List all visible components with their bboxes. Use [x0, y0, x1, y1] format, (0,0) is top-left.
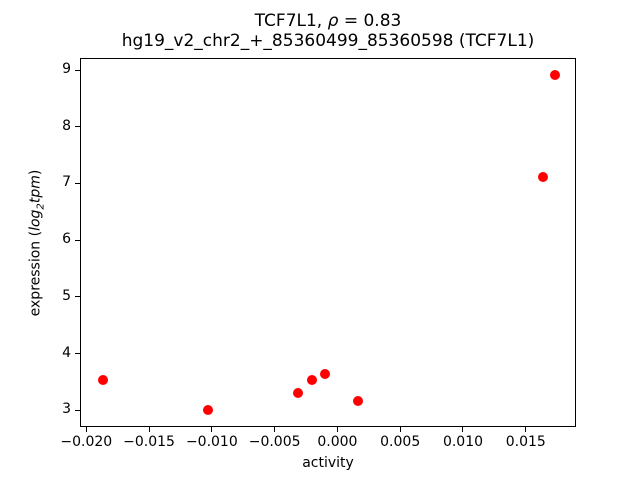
data-point: [549, 69, 560, 80]
chart-title-line1: TCF7L1, ρ = 0.83: [16, 11, 640, 31]
y-tick-label: 7: [62, 174, 71, 191]
data-point: [352, 396, 363, 407]
x-tick-label: 0.015: [505, 434, 546, 451]
y-axis-label-prefix: expression (: [27, 230, 44, 317]
title-gene: TCF7L1,: [254, 11, 328, 31]
x-tick: [399, 427, 401, 433]
y-tick: [75, 353, 80, 354]
y-axis-label: expression (log2tpm): [28, 170, 47, 317]
x-tick-label: −0.005: [248, 434, 301, 451]
data-point: [319, 368, 330, 379]
data-point: [307, 375, 318, 386]
y-tick-label: 5: [62, 287, 71, 304]
data-point: [203, 404, 214, 415]
y-tick: [75, 409, 80, 411]
y-tick: [75, 126, 80, 128]
y-axis-label-subscript: 2: [35, 203, 47, 210]
x-tick-label: 0.010: [442, 434, 484, 451]
y-tick-label: 6: [62, 231, 71, 248]
y-axis-label-log: log: [27, 209, 44, 231]
title-rho-value: = 0.83: [338, 11, 402, 31]
x-tick-label: 0.005: [380, 434, 421, 451]
y-tick-label: 4: [62, 344, 71, 361]
y-axis-label-tpm: tpm: [27, 175, 44, 204]
x-tick: [462, 427, 464, 433]
y-tick: [75, 239, 80, 241]
x-tick: [336, 427, 338, 433]
y-tick: [75, 69, 80, 71]
x-tick: [211, 427, 213, 433]
y-axis-label-suffix: ): [27, 169, 44, 176]
x-axis-label: activity: [302, 455, 354, 471]
data-point: [293, 388, 304, 399]
plot-area: [80, 58, 576, 427]
x-tick: [274, 427, 276, 433]
x-tick-label: −0.015: [123, 434, 175, 451]
y-tick-label: 3: [62, 401, 71, 418]
x-tick-label: 0.000: [317, 434, 358, 451]
y-tick: [75, 182, 80, 184]
chart-title-line2: hg19_v2_chr2_+_85360499_85360598 (TCF7L1…: [121, 31, 535, 51]
x-tick: [85, 427, 87, 433]
y-tick: [75, 296, 80, 298]
title-rho-symbol: ρ: [327, 11, 339, 31]
x-tick: [148, 427, 150, 433]
data-point: [538, 172, 549, 183]
data-point: [97, 375, 108, 386]
x-tick: [525, 427, 527, 433]
x-tick-label: −0.020: [60, 434, 113, 451]
y-tick-label: 9: [62, 61, 71, 78]
chart-title: TCF7L1, ρ = 0.83 hg19_v2_chr2_+_85360499…: [16, 11, 640, 51]
y-tick-label: 8: [62, 117, 71, 134]
x-tick-label: −0.010: [185, 434, 238, 451]
